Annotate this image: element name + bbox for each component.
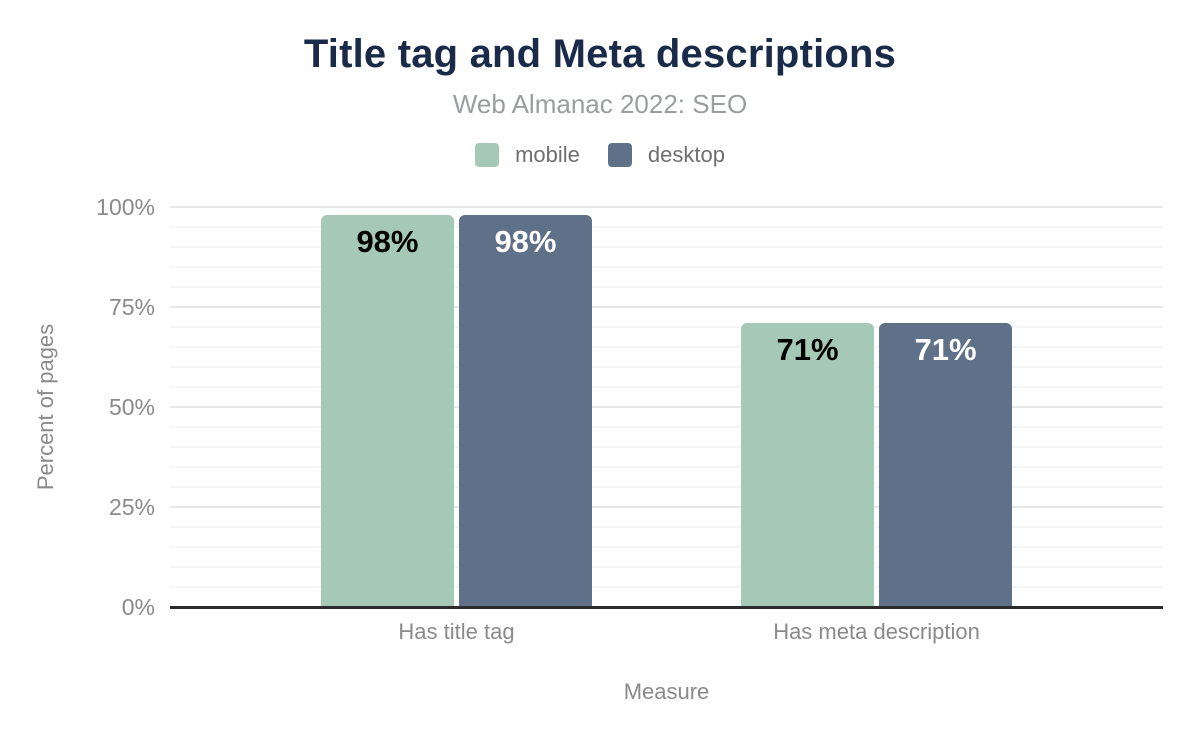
x-axis-line [170,606,1163,609]
legend-item-desktop: desktop [607,142,725,168]
x-axis-title: Measure [623,679,710,704]
minor-gridline [170,346,1163,348]
legend: mobile desktop [0,142,1200,168]
plot-area: 98% 98% 71% 71% [170,206,1163,609]
bar-value-label: 71% [776,332,839,367]
legend-swatch-icon [607,143,632,167]
y-tick-label: 75% [108,294,155,320]
minor-gridline [170,586,1163,588]
minor-gridline [170,246,1163,248]
bar-value-label: 98% [494,224,557,259]
minor-gridline [170,546,1163,548]
minor-gridline [170,386,1163,388]
minor-gridline [170,226,1163,228]
legend-label: mobile [515,142,580,167]
minor-gridline [170,486,1163,488]
minor-gridline [170,466,1163,468]
y-tick-label: 0% [121,594,155,620]
minor-gridline [170,446,1163,448]
bar-desktop-1 [879,323,1013,607]
minor-gridline [170,526,1163,528]
minor-gridline [170,266,1163,268]
legend-item-mobile: mobile [475,142,580,168]
chart-subtitle: Web Almanac 2022: SEO [452,89,748,119]
bar-desktop-0 [458,215,592,607]
category-label: Has meta description [773,619,980,644]
bar-value-label: 98% [356,224,419,259]
bar-mobile-1 [741,323,875,607]
major-gridline [170,306,1163,308]
y-tick-label: 100% [96,194,155,220]
y-tick-label: 50% [108,394,155,420]
legend-swatch-icon [475,143,500,167]
y-tick-label: 25% [108,494,155,520]
minor-gridline [170,326,1163,328]
bar-value-label: 71% [914,332,977,367]
category-label: Has title tag [398,619,515,644]
minor-gridline [170,366,1163,368]
minor-gridline [170,566,1163,568]
major-gridline [170,506,1163,508]
chart-title: Title tag and Meta descriptions [303,32,897,76]
y-axis-title: Percent of pages [33,323,58,491]
major-gridline [170,406,1163,408]
legend-label: desktop [647,142,725,167]
bar-mobile-0 [320,215,454,607]
minor-gridline [170,426,1163,428]
minor-gridline [170,286,1163,288]
major-gridline [170,206,1163,208]
